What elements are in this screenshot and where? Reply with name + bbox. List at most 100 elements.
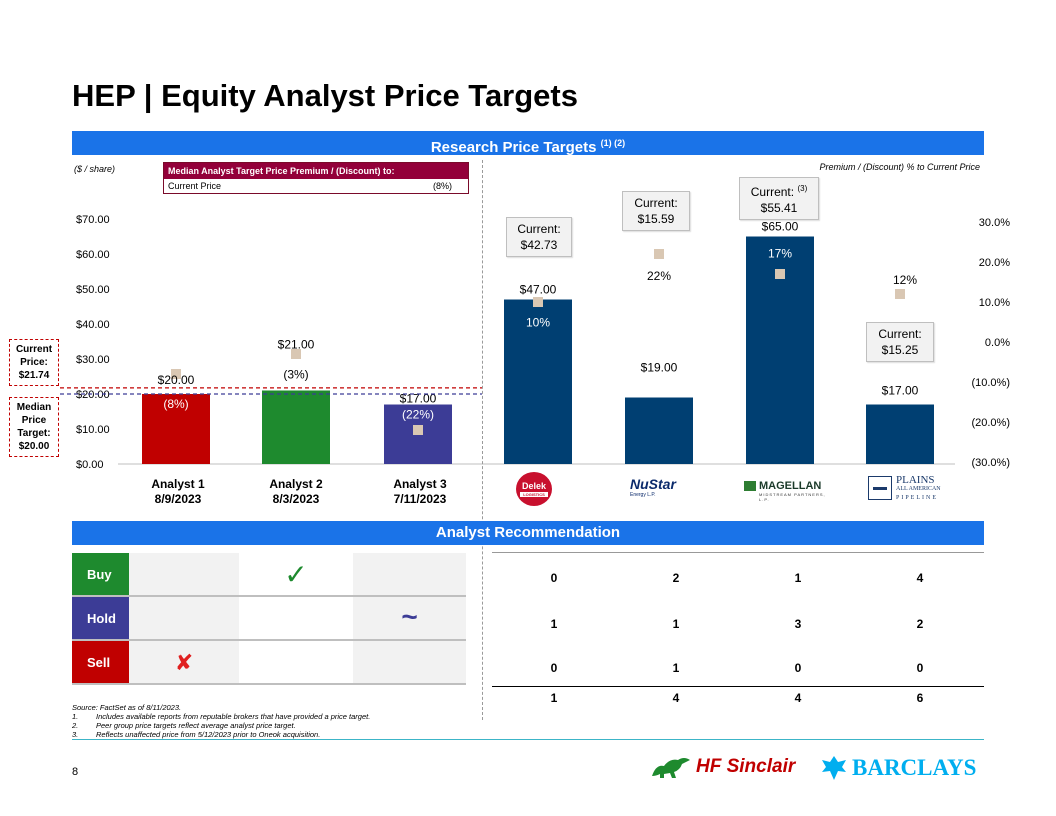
footnote-num: 2. bbox=[72, 721, 79, 730]
callout-value: $55.41 bbox=[760, 201, 798, 215]
value-label: $20.00 bbox=[158, 373, 195, 387]
left-tick-label: $30.00 bbox=[76, 354, 110, 366]
premium-marker bbox=[291, 349, 301, 359]
analyst-date: 8/3/2023 bbox=[272, 492, 320, 506]
page-title: HEP | Equity Analyst Price Targets bbox=[72, 78, 578, 113]
premium-marker bbox=[171, 369, 181, 379]
nustar-logo: NuStar Energy L.P. bbox=[630, 476, 702, 504]
left-tick-label: $40.00 bbox=[76, 319, 110, 331]
footnote-text: Includes available reports from reputabl… bbox=[96, 712, 371, 721]
peer-rec-table: 0 2 1 4 1 1 3 2 0 1 0 0 1 4 4 6 bbox=[492, 552, 984, 709]
right-tick-label: (10.0%) bbox=[971, 377, 1010, 389]
right-tick-label: 10.0% bbox=[979, 297, 1010, 309]
hf-sinclair-text: HF Sinclair bbox=[696, 756, 796, 777]
peer-bar bbox=[866, 404, 934, 464]
left-tick-label: $50.00 bbox=[76, 284, 110, 296]
recommendation-grid: Buy ✓ Hold ~ Sell ✘ bbox=[72, 553, 466, 685]
median-table-row: Current Price (8%) bbox=[164, 179, 468, 193]
recommendation-header: Analyst Recommendation bbox=[72, 521, 984, 545]
plains-logo-sub2: PIPELINE bbox=[896, 495, 938, 501]
peer-rec-count: 2 bbox=[916, 617, 924, 631]
analyst-2-label: Analyst 2 8/3/2023 bbox=[254, 477, 338, 507]
median-target-label: Median Price Target: bbox=[16, 402, 52, 439]
peer-rec-count: 1 bbox=[550, 617, 558, 631]
peer-rec-row: 1 1 3 2 bbox=[492, 599, 984, 643]
section-divider bbox=[482, 160, 483, 720]
peer-rec-count: 4 bbox=[672, 691, 680, 705]
delek-logo: Delek LOGISTICS bbox=[516, 472, 556, 508]
peer-rec-count: 1 bbox=[672, 661, 680, 675]
peer-rec-count: 0 bbox=[916, 661, 924, 675]
current-price-value: $21.74 bbox=[18, 370, 50, 381]
rec-row-sell: Sell ✘ bbox=[72, 641, 466, 685]
hold-tilde-icon: ~ bbox=[353, 597, 466, 639]
footnote-3: 3. Reflects unaffected price from 5/12/20… bbox=[72, 730, 492, 739]
footnote-num: 1. bbox=[72, 712, 79, 721]
left-tick-label: $0.00 bbox=[76, 459, 104, 471]
buy-check-icon: ✓ bbox=[239, 553, 353, 595]
analyst-bar bbox=[262, 390, 330, 464]
rec-label-sell: Sell bbox=[72, 641, 129, 683]
peer-rec-count: 0 bbox=[550, 571, 558, 585]
plains-logo-sub: ALL AMERICAN bbox=[896, 486, 941, 492]
premium-label: 22% bbox=[647, 269, 671, 283]
callout-peer-4: Current: $15.25 bbox=[866, 322, 934, 362]
research-header-sup: (1) (2) bbox=[600, 138, 626, 148]
footnotes: Source: FactSet as of 8/11/2023. 1. Inclu… bbox=[72, 703, 492, 739]
peer-rec-row: 0 1 0 0 bbox=[492, 643, 984, 687]
right-tick-label: 30.0% bbox=[979, 217, 1010, 229]
rec-label-buy: Buy bbox=[72, 553, 129, 595]
callout-label: Current: bbox=[750, 185, 795, 199]
analyst-date: 8/9/2023 bbox=[154, 492, 202, 506]
rec-cell bbox=[239, 597, 353, 639]
sell-x-icon: ✘ bbox=[129, 641, 239, 683]
analyst-name: Analyst 1 bbox=[151, 477, 205, 491]
peer-rec-count: 4 bbox=[794, 691, 802, 705]
median-target-box: Median Price Target: $20.00 bbox=[9, 397, 59, 457]
current-price-label: Current Price: bbox=[15, 344, 53, 368]
value-label: $65.00 bbox=[762, 220, 799, 234]
median-premium-table: Median Analyst Target Price Premium / (D… bbox=[163, 162, 469, 194]
premium-marker bbox=[654, 249, 664, 259]
peer-rec-count: 2 bbox=[672, 571, 680, 585]
footnote-2: 2. Peer group price targets reflect avera… bbox=[72, 721, 492, 730]
footer-rule bbox=[72, 739, 984, 740]
footnote-text: Reflects unaffected price from 5/12/2023… bbox=[96, 730, 321, 739]
premium-marker bbox=[895, 289, 905, 299]
rec-cell bbox=[353, 553, 466, 595]
rec-cell bbox=[129, 597, 239, 639]
premium-marker bbox=[533, 297, 543, 307]
callout-label: Current: bbox=[634, 196, 678, 210]
median-row-label: Current Price bbox=[168, 181, 222, 191]
value-label: $47.00 bbox=[520, 283, 557, 297]
research-header-label: Research Price Targets bbox=[430, 139, 597, 156]
peer-bar bbox=[504, 299, 572, 464]
left-tick-label: $10.00 bbox=[76, 424, 110, 436]
delek-logo-sub: LOGISTICS bbox=[520, 492, 548, 497]
footnote-source: Source: FactSet as of 8/11/2023. bbox=[72, 703, 182, 712]
value-label: $19.00 bbox=[641, 361, 678, 375]
plains-logo-text: PLAINS bbox=[896, 474, 935, 486]
peer-rec-count: 1 bbox=[550, 691, 558, 705]
right-axis-label: Premium / (Discount) % to Current Price bbox=[819, 162, 980, 172]
median-row-value: (8%) bbox=[432, 181, 452, 191]
current-price-box: Current Price: $21.74 bbox=[9, 339, 59, 386]
callout-sup: (3) bbox=[797, 184, 808, 193]
analyst-1-label: Analyst 1 8/9/2023 bbox=[136, 477, 220, 507]
callout-value: $42.73 bbox=[520, 238, 558, 252]
rec-row-hold: Hold ~ bbox=[72, 597, 466, 641]
peer-rec-count: 1 bbox=[794, 571, 802, 585]
analyst-date: 7/11/2023 bbox=[393, 492, 447, 506]
recommendation-header-label: Analyst Recommendation bbox=[435, 524, 621, 541]
plains-mark-icon bbox=[868, 476, 892, 500]
peer-rec-count: 0 bbox=[794, 661, 802, 675]
rec-row-buy: Buy ✓ bbox=[72, 553, 466, 597]
right-tick-label: (20.0%) bbox=[971, 417, 1010, 429]
rec-cell bbox=[239, 641, 353, 683]
page-number: 8 bbox=[72, 766, 79, 778]
left-tick-label: $20.00 bbox=[76, 389, 110, 401]
peer-rec-count: 4 bbox=[916, 571, 924, 585]
callout-peer-2: Current: $15.59 bbox=[622, 191, 690, 231]
rec-label-hold: Hold bbox=[72, 597, 129, 639]
value-label: $17.00 bbox=[882, 384, 919, 398]
